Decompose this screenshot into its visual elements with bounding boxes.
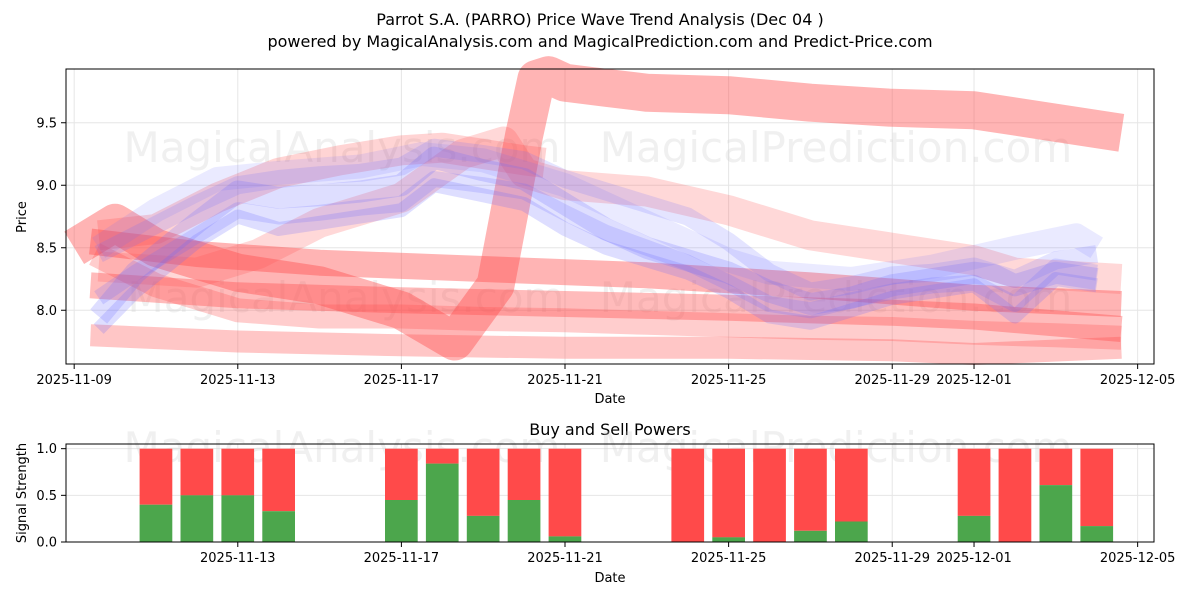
buy-bar [466,515,500,542]
x-tick-label: 2025-11-29 [854,551,930,566]
watermark: MagicalPrediction.com [600,123,1073,172]
buy-bar [548,536,582,542]
y-tick-label: 9.5 [36,116,57,131]
watermark: MagicalPrediction.com [600,273,1073,322]
price-plot-frame [65,68,1155,365]
sell-bar [712,448,745,538]
wave-red-3 [90,324,1122,365]
price-waves [64,56,1125,365]
x-tick-label: 2025-11-17 [364,551,440,566]
x-tick-label: 2025-11-21 [527,373,603,388]
buy-bar [221,495,255,542]
buy-bar [507,500,541,542]
y-tick-label: 9.0 [36,179,57,194]
buy-bar [139,504,173,542]
x-tick-label: 2025-12-05 [1100,373,1176,388]
sell-bar [1080,448,1114,527]
buy-sell-y-label: Signal Strength [15,443,30,543]
price-y-label: Price [15,201,30,233]
wave-red-1 [88,228,1122,317]
buy-sell-x-axis: 2025-11-13 2025-11-17 2025-11-21 2025-11-25… [200,542,1175,566]
price-panel: MagicalAnalysis.com MagicalPrediction.co… [15,56,1175,407]
buy-bar [425,463,459,542]
wave-red-6 [97,132,547,251]
chart-title: Parrot S.A. (PARRO) Price Wave Trend Ana… [376,10,823,29]
price-grid [66,69,1154,364]
price-watermarks: MagicalAnalysis.com MagicalPrediction.co… [124,123,1073,322]
sell-bar [139,448,173,505]
x-tick-label: 2025-11-13 [200,551,276,566]
buy-bar [712,537,745,542]
sell-bar [957,448,991,516]
buy-bar [957,515,991,542]
wave-blue-3 [94,171,1098,319]
sell-bar [221,448,255,496]
buy-sell-x-label: Date [594,571,625,586]
price-x-axis: 2025-11-09 2025-11-13 2025-11-17 2025-11-21… [36,364,1175,388]
buy-sell-bars [139,448,1114,542]
buy-bar [262,511,295,542]
buy-sell-y-axis: 0.0 0.5 1.0 [36,442,66,551]
x-tick-label: 2025-11-21 [527,551,603,566]
sell-bar [262,448,295,512]
y-tick-label: 0.5 [36,489,57,504]
x-tick-label: 2025-11-17 [364,373,440,388]
wave-red-4 [97,126,1123,294]
price-y-axis: 8.0 8.5 9.0 9.5 [36,116,66,319]
sell-bar [507,448,541,500]
x-tick-label: 2025-11-29 [854,373,930,388]
buy-sell-plot-frame [65,443,1155,543]
wave-red-7 [89,243,1122,350]
y-tick-label: 0.0 [36,536,57,551]
x-tick-label: 2025-12-01 [936,373,1012,388]
buy-bar [1039,485,1073,542]
x-tick-label: 2025-11-25 [691,551,767,566]
buy-bar [835,521,868,542]
sell-bar [671,448,705,542]
watermark: MagicalAnalysis.com [128,273,565,322]
buy-bar [794,530,827,542]
sell-bar [753,448,786,542]
watermark: MagicalAnalysis.com [124,123,561,172]
wave-red-2 [89,272,1123,342]
y-tick-label: 8.5 [36,241,57,256]
buy-sell-panel: Buy and Sell Powers MagicalAnalysis.com … [15,420,1175,586]
x-tick-label: 2025-11-09 [36,373,112,388]
buy-bar [180,495,214,542]
sell-bar [794,448,827,531]
sell-bar [998,448,1032,542]
sell-bar [425,448,459,464]
y-tick-label: 1.0 [36,442,57,457]
wave-red-5 [64,56,1125,361]
chart-subtitle: powered by MagicalAnalysis.com and Magic… [267,32,932,51]
x-tick-label: 2025-11-13 [200,373,276,388]
sell-bar [180,448,214,496]
price-x-label: Date [594,392,625,407]
wave-blue-1 [90,146,1099,324]
sell-bar [548,448,582,537]
sell-bar [835,448,868,522]
wave-blue-2 [94,138,1099,301]
x-tick-label: 2025-12-01 [936,551,1012,566]
wave-blue-4 [93,178,1098,334]
sell-bar [385,448,418,500]
wave-blue-5 [92,142,1103,291]
x-tick-label: 2025-11-25 [691,373,767,388]
sell-bar [466,448,500,516]
buy-bar [385,500,418,542]
buy-sell-title: Buy and Sell Powers [529,420,691,439]
buy-bar [1080,526,1114,542]
y-tick-label: 8.0 [36,304,57,319]
sell-bar [1039,448,1073,486]
x-tick-label: 2025-12-05 [1100,551,1176,566]
